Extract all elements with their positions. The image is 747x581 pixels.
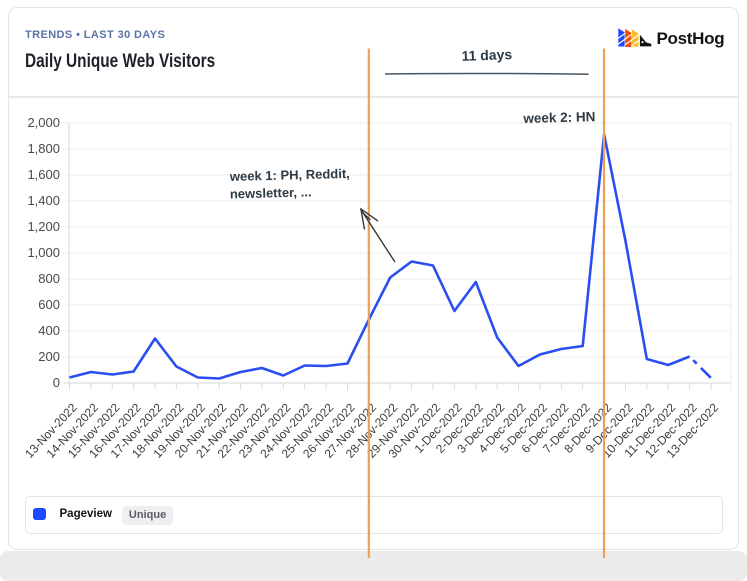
svg-text:2,000: 2,000 (27, 115, 60, 130)
svg-text:1,200: 1,200 (27, 219, 60, 234)
svg-text:11 days: 11 days (461, 46, 512, 64)
svg-text:week 1: PH, Reddit,: week 1: PH, Reddit, (229, 166, 350, 184)
svg-text:1,800: 1,800 (27, 141, 60, 156)
svg-text:600: 600 (38, 297, 60, 312)
svg-text:newsletter, ...: newsletter, ... (230, 184, 312, 201)
svg-text:1,400: 1,400 (27, 193, 60, 208)
svg-text:week 2: HN: week 2: HN (522, 109, 595, 126)
svg-text:1,000: 1,000 (27, 245, 60, 260)
svg-text:PostHog: PostHog (657, 29, 725, 48)
svg-text:400: 400 (38, 323, 60, 338)
svg-text:800: 800 (38, 271, 60, 286)
svg-text:1,600: 1,600 (27, 167, 60, 182)
svg-text:0: 0 (53, 375, 60, 390)
svg-text:200: 200 (38, 349, 60, 364)
